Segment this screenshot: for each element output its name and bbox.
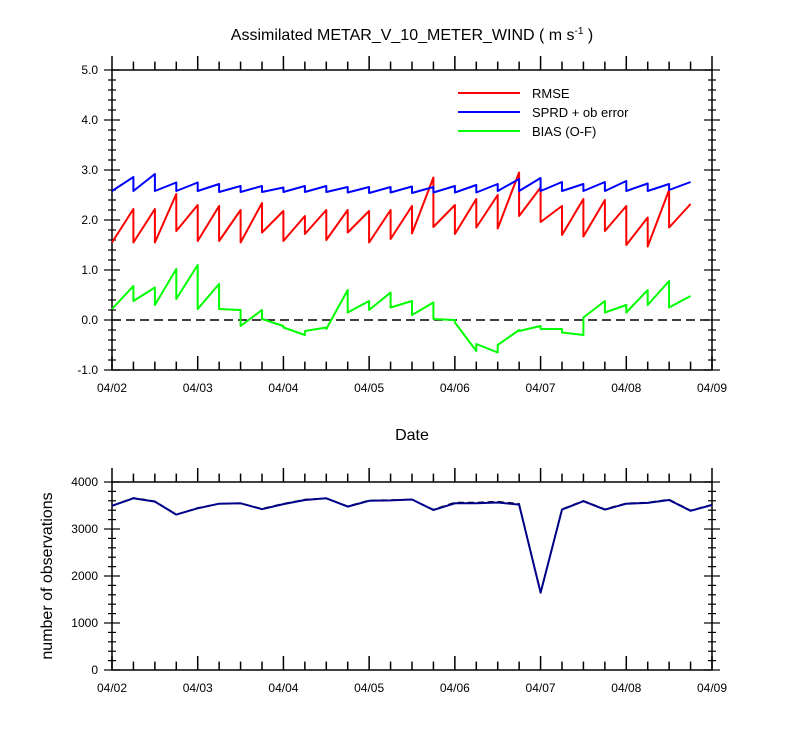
x-tick-label: 04/07	[526, 381, 556, 395]
top-series-group	[111, 171, 712, 354]
x-tick-label: 04/04	[268, 381, 298, 395]
x-tick-label: 04/09	[697, 381, 727, 395]
rmse-spread-bias-chart: Assimilated METAR_V_10_METER_WIND ( m s-…	[77, 26, 727, 444]
x-tick-label: 04/03	[183, 381, 213, 395]
y-tick-label: 0	[91, 663, 98, 677]
bottom-series-group	[111, 497, 713, 594]
x-tick-label: 04/03	[183, 681, 213, 695]
x-tick-label: 04/02	[97, 681, 127, 695]
plot-border	[111, 481, 713, 671]
x-tick-label: 04/05	[354, 681, 384, 695]
x-tick-label: 04/08	[611, 381, 641, 395]
legend: RMSE SPRD + ob error BIAS (O-F)	[458, 86, 629, 139]
y-tick-label: 1.0	[81, 263, 98, 277]
legend-label: BIAS (O-F)	[532, 124, 596, 139]
y-tick-label: 4.0	[81, 113, 98, 127]
title-superscript: -1	[575, 26, 584, 37]
x-tick-label: 04/08	[611, 681, 641, 695]
series-line-sprd-ob-error	[111, 173, 691, 194]
y-tick-label: -1.0	[77, 363, 98, 377]
series-line-rmse	[111, 171, 692, 248]
legend-label: RMSE	[532, 86, 570, 101]
y-tick-label: 3.0	[81, 163, 98, 177]
y-tick-label: 2.0	[81, 213, 98, 227]
observations-possible-line	[111, 497, 713, 594]
x-tick-label: 04/09	[697, 681, 727, 695]
x-tick-label: 04/06	[440, 381, 470, 395]
observation-count-chart: 04/02 04/03 04/04 04/05 04/06 04/07 04/08 04/09…	[39, 468, 727, 695]
legend-label: SPRD + ob error	[532, 105, 629, 120]
x-tick-label: 04/07	[526, 681, 556, 695]
x-tick-label: 04/02	[97, 381, 127, 395]
x-tick-label: 04/06	[440, 681, 470, 695]
top-axis-frame: 04/02 04/03 04/04 04/05 04/06 04/07 04/08 04/09…	[77, 56, 727, 395]
x-axis-label: Date	[395, 427, 429, 444]
y-tick-label: 3000	[71, 522, 98, 536]
y-axis-label: number of observations	[39, 492, 56, 659]
y-tick-label: 1000	[71, 616, 98, 630]
y-tick-label: 2000	[71, 569, 98, 583]
title-main: Assimilated METAR_V_10_METER_WIND ( m s	[231, 27, 575, 44]
x-tick-label: 04/04	[268, 681, 298, 695]
chart-title: Assimilated METAR_V_10_METER_WIND ( m s-…	[231, 26, 593, 44]
y-tick-label: 5.0	[81, 63, 98, 77]
y-tick-label: 0.0	[81, 313, 98, 327]
observations-used-line	[111, 497, 713, 594]
bottom-axis-frame: 04/02 04/03 04/04 04/05 04/06 04/07 04/08 04/09…	[71, 468, 727, 695]
y-tick-label: 4000	[71, 475, 98, 489]
series-line-bias-o-f	[111, 264, 692, 354]
title-end: )	[583, 27, 593, 44]
x-tick-label: 04/05	[354, 381, 384, 395]
